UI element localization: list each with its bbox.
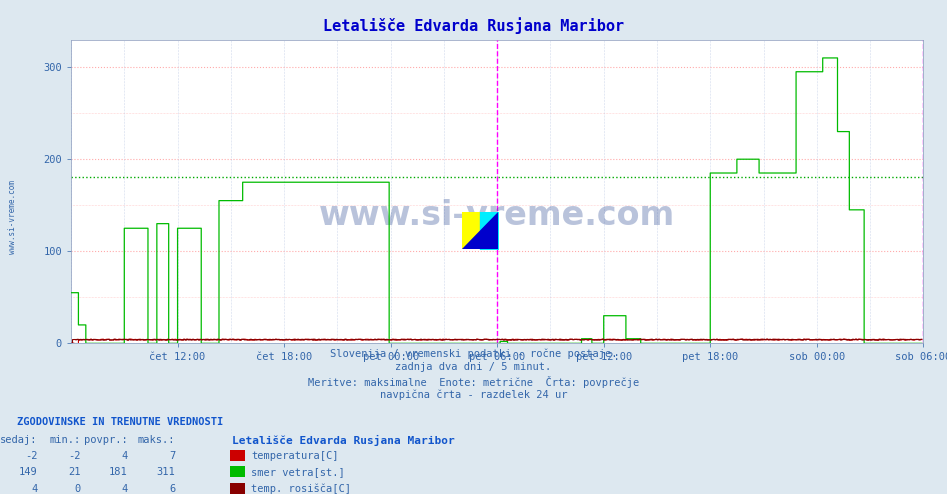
Text: Slovenija / vremenski podatki - ročne postaje.: Slovenija / vremenski podatki - ročne po… <box>330 348 617 359</box>
Text: povpr.:: povpr.: <box>84 435 128 445</box>
Text: Meritve: maksimalne  Enote: metrične  Črta: povprečje: Meritve: maksimalne Enote: metrične Črta… <box>308 376 639 388</box>
Text: ZGODOVINSKE IN TRENUTNE VREDNOSTI: ZGODOVINSKE IN TRENUTNE VREDNOSTI <box>17 417 223 427</box>
Text: 4: 4 <box>121 484 128 494</box>
Text: 7: 7 <box>169 451 175 461</box>
Text: 0: 0 <box>74 484 80 494</box>
Text: 149: 149 <box>19 467 38 477</box>
Text: maks.:: maks.: <box>137 435 175 445</box>
Text: www.si-vreme.com: www.si-vreme.com <box>8 180 17 254</box>
Text: www.si-vreme.com: www.si-vreme.com <box>319 199 675 232</box>
Text: smer vetra[st.]: smer vetra[st.] <box>251 467 345 477</box>
Text: zadnja dva dni / 5 minut.: zadnja dva dni / 5 minut. <box>396 362 551 372</box>
Text: Letališče Edvarda Rusjana Maribor: Letališče Edvarda Rusjana Maribor <box>323 17 624 34</box>
Text: 181: 181 <box>109 467 128 477</box>
Text: -2: -2 <box>26 451 38 461</box>
Text: 21: 21 <box>68 467 80 477</box>
Text: 6: 6 <box>169 484 175 494</box>
Text: min.:: min.: <box>49 435 80 445</box>
Text: 4: 4 <box>31 484 38 494</box>
Text: temperatura[C]: temperatura[C] <box>251 451 338 461</box>
Text: navpična črta - razdelek 24 ur: navpična črta - razdelek 24 ur <box>380 390 567 400</box>
Polygon shape <box>462 212 498 249</box>
Text: Letališče Edvarda Rusjana Maribor: Letališče Edvarda Rusjana Maribor <box>232 435 455 446</box>
Text: 311: 311 <box>156 467 175 477</box>
Text: sedaj:: sedaj: <box>0 435 38 445</box>
Text: temp. rosišča[C]: temp. rosišča[C] <box>251 484 351 494</box>
Text: -2: -2 <box>68 451 80 461</box>
Text: 4: 4 <box>121 451 128 461</box>
